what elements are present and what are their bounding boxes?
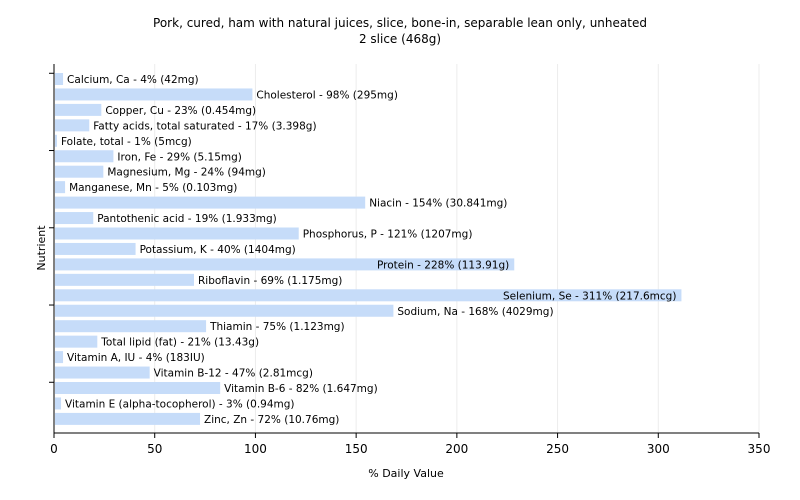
bar: [55, 73, 64, 85]
y-axis-title: Nutrient: [35, 225, 48, 271]
bar: [55, 397, 62, 410]
bar-label: Zinc, Zn - 72% (10.76mg): [204, 414, 339, 426]
bar-label: Vitamin B-12 - 47% (2.81mcg): [154, 368, 313, 380]
bar-label: Magnesium, Mg - 24% (94mg): [107, 167, 266, 179]
bar: [55, 304, 394, 317]
x-tick-label: 100: [244, 442, 267, 456]
bar-label: Vitamin B-6 - 82% (1.647mg): [224, 383, 378, 395]
bar-label: Riboflavin - 69% (1.175mg): [198, 275, 342, 287]
bar-label: Manganese, Mn - 5% (0.103mg): [69, 182, 237, 194]
bar-label: Potassium, K - 40% (1404mg): [140, 244, 296, 256]
bar: [55, 196, 366, 209]
bar: [55, 227, 299, 240]
bars: Calcium, Ca - 4% (42mg) Cholesterol - 98%…: [55, 73, 682, 426]
bar-label: Total lipid (fat) - 21% (13.43g): [100, 337, 259, 349]
bar: [55, 382, 221, 394]
bar-label: Selenium, Se - 311% (217.6mcg): [503, 290, 677, 302]
bar: [55, 412, 201, 425]
bar-label: Vitamin A, IU - 4% (183IU): [67, 352, 205, 364]
bar-label: Folate, total - 1% (5mcg): [61, 136, 192, 148]
chart-title: Pork, cured, ham with natural juices, sl…: [153, 16, 647, 30]
x-tick-label: 250: [546, 442, 569, 456]
bar: [55, 242, 136, 255]
bar: [55, 181, 66, 194]
bar-label: Pantothenic acid - 19% (1.933mg): [97, 213, 276, 225]
bar: [55, 366, 150, 379]
x-axis-title: % Daily Value: [368, 467, 444, 480]
grid-lines: [154, 64, 760, 433]
bar: [55, 258, 515, 271]
bar: [55, 320, 207, 333]
bar: [55, 103, 102, 116]
bar: [55, 88, 253, 101]
bar-label: Cholesterol - 98% (295mg): [256, 89, 398, 101]
bar-label: Niacin - 154% (30.841mg): [369, 198, 507, 210]
bar: [55, 134, 58, 147]
bar: [55, 119, 90, 132]
x-tick-label: 350: [748, 442, 771, 456]
bar-label: Sodium, Na - 168% (4029mg): [397, 306, 553, 318]
bar: [55, 351, 64, 364]
bar-label: Calcium, Ca - 4% (42mg): [67, 74, 199, 86]
bar: [55, 150, 114, 163]
bar: [55, 165, 104, 178]
bar: [55, 273, 194, 286]
bar-label: Protein - 228% (113.91g): [377, 259, 509, 271]
bar: [55, 212, 94, 225]
x-tick-label: 0: [50, 442, 58, 456]
x-tick-label: 200: [445, 442, 468, 456]
bar-label: Vitamin E (alpha-tocopherol) - 3% (0.94m…: [65, 398, 295, 410]
bar-label: Thiamin - 75% (1.123mg): [209, 321, 345, 333]
bar-label: Fatty acids, total saturated - 17% (3.39…: [93, 120, 316, 132]
x-tick-label: 50: [147, 442, 162, 456]
x-tick-label: 300: [647, 442, 670, 456]
bar: [55, 335, 98, 348]
bar-label: Phosphorus, P - 121% (1207mg): [303, 229, 473, 241]
chart-subtitle: 2 slice (468g): [358, 32, 442, 46]
bar-label: Copper, Cu - 23% (0.454mg): [105, 105, 256, 117]
x-tick-label: 150: [345, 442, 368, 456]
bar-label: Iron, Fe - 29% (5.15mg): [117, 151, 241, 163]
bar: [55, 289, 682, 302]
axes: 0 50 100 150 200 250 300 350: [49, 64, 770, 456]
